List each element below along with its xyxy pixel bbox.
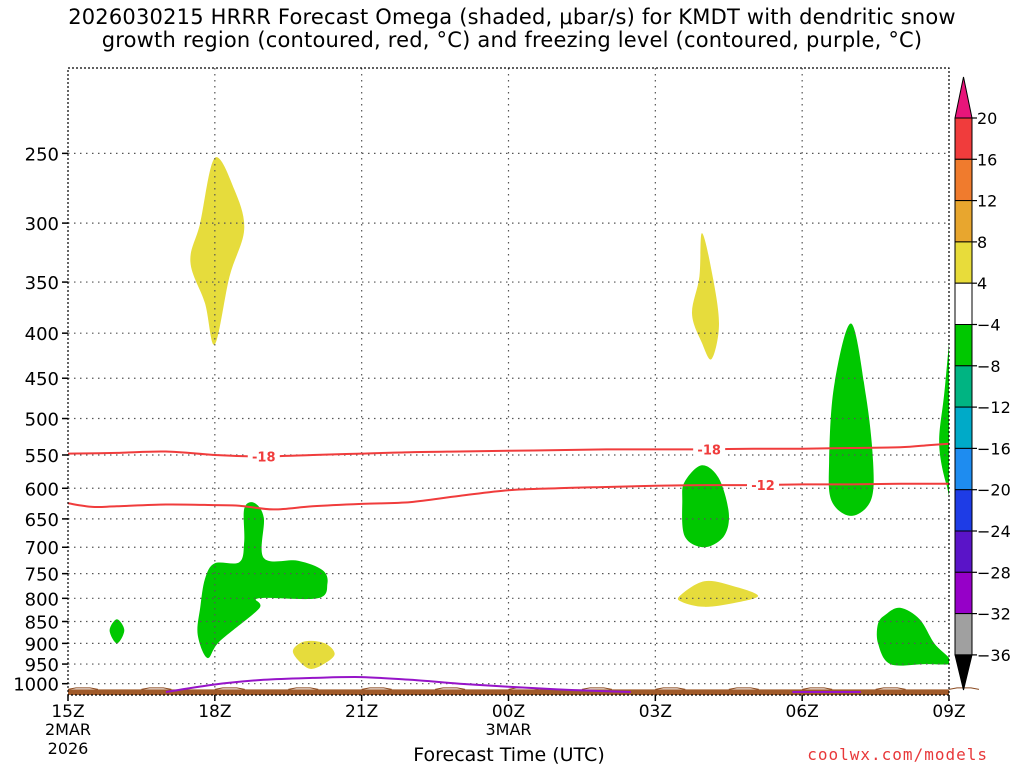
contour-label-bg-0-1 <box>693 441 726 458</box>
terrain-layer <box>67 687 980 695</box>
y-tick-label-500: 500 <box>25 410 59 431</box>
omega-region-8 <box>939 343 949 497</box>
x-tick-label-15Z: 15Z <box>51 702 84 722</box>
y-tick-label-650: 650 <box>25 510 59 531</box>
y-tick-label-300: 300 <box>25 214 59 235</box>
omega-region-0 <box>190 157 245 345</box>
colorbar-segment-8 <box>954 447 973 491</box>
omega-region-7 <box>828 323 874 516</box>
y-tick-label-800: 800 <box>25 589 59 610</box>
colorbar-segment-4 <box>954 282 973 326</box>
y-tick-label-700: 700 <box>25 538 59 559</box>
colorbar-segment-3 <box>954 241 973 284</box>
colorbar-label-8: −16 <box>977 439 1011 458</box>
colorbar-label-2: 12 <box>977 192 997 211</box>
x-tick-sublabel-2026: 2026 <box>48 739 89 758</box>
colorbar-label-0: 20 <box>977 109 997 128</box>
freezing-level-line-2 <box>165 676 631 693</box>
omega-shading-layer <box>109 157 949 669</box>
y-tick-label-250: 250 <box>25 144 59 165</box>
x-tick-label-03Z: 03Z <box>639 702 672 722</box>
x-axis-label: Forecast Time (UTC) <box>413 744 605 766</box>
colorbar-segment-12 <box>954 613 973 656</box>
colorbar-label-10: −24 <box>977 522 1011 541</box>
y-tick-label-850: 850 <box>25 613 59 634</box>
dgz-contour-line-0 <box>68 442 949 458</box>
colorbar-segment-9 <box>954 489 973 532</box>
colorbar-label-1: 16 <box>977 150 997 169</box>
contour-label-0-0: -18 <box>252 450 276 465</box>
chart-title: 2026030215 HRRR Forecast Omega (shaded, … <box>0 6 1024 52</box>
dgz-contour-line-1 <box>68 482 949 511</box>
title-line-2: growth region (contoured, red, °C) and f… <box>101 28 923 52</box>
x-tick-label-18Z: 18Z <box>198 702 231 722</box>
x-tick-label-21Z: 21Z <box>345 702 378 722</box>
colorbar: 20 16 12 8 4 −4 −8 −12 −16 −20 −24 −28 −32 −36 <box>954 76 1011 691</box>
contour-label-1-0: -12 <box>751 479 775 494</box>
colorbar-label-9: −20 <box>977 481 1011 500</box>
y-tick-label-950: 950 <box>25 655 59 676</box>
y-tick-label-900: 900 <box>25 634 59 655</box>
grid-layer <box>68 68 949 695</box>
axes-layer: 2503003504004505005506006507007508008509… <box>13 67 966 758</box>
colorbar-label-12: −32 <box>977 605 1011 624</box>
colorbar-label-4: 4 <box>977 274 987 293</box>
colorbar-label-5: −4 <box>977 316 1001 335</box>
omega-region-4 <box>197 502 328 659</box>
terrain-fill <box>68 689 949 695</box>
y-tick-label-450: 450 <box>25 369 59 390</box>
colorbar-segment-11 <box>954 571 973 615</box>
colorbar-segment-1 <box>954 158 973 202</box>
colorbar-label-6: −8 <box>977 357 1001 376</box>
colorbar-bottom-arrow <box>954 654 973 691</box>
x-tick-label-09Z: 09Z <box>932 702 965 722</box>
x-tick-label-06Z: 06Z <box>786 702 819 722</box>
colorbar-segment-10 <box>954 530 973 573</box>
colorbar-segment-5 <box>954 324 973 367</box>
colorbar-segment-6 <box>954 365 973 408</box>
colorbar-segment-7 <box>954 406 973 449</box>
y-tick-label-750: 750 <box>25 565 59 586</box>
colorbar-label-13: −36 <box>977 646 1011 665</box>
contour-label-0-1: -18 <box>697 443 721 458</box>
y-tick-label-550: 550 <box>25 446 59 467</box>
omega-region-9 <box>876 607 949 666</box>
omega-region-1 <box>691 233 719 360</box>
y-tick-label-600: 600 <box>25 479 59 500</box>
omega-region-5 <box>109 619 125 644</box>
contour-label-bg-0-0 <box>247 448 280 465</box>
colorbar-label-7: −12 <box>977 398 1011 417</box>
colorbar-label-3: 8 <box>977 233 987 252</box>
colorbar-segment-2 <box>954 200 973 243</box>
x-tick-sublabel-2MAR: 2MAR <box>45 720 91 739</box>
terrain-ridge <box>67 687 980 690</box>
site-credit: coolwx.com/models <box>807 745 988 764</box>
y-tick-label-400: 400 <box>25 324 59 345</box>
omega-region-3 <box>292 640 335 669</box>
x-tick-label-00Z: 00Z <box>492 702 525 722</box>
title-line-1: 2026030215 HRRR Forecast Omega (shaded, … <box>68 5 956 29</box>
y-tick-label-1000: 1000 <box>13 675 59 696</box>
colorbar-segment-0 <box>954 117 973 160</box>
omega-region-6 <box>682 465 729 548</box>
x-tick-sublabel-3MAR: 3MAR <box>485 720 531 739</box>
colorbar-top-arrow <box>954 76 973 119</box>
contour-layer: -18 -18 -12 <box>68 441 949 693</box>
omega-region-2 <box>677 580 759 607</box>
y-tick-label-350: 350 <box>25 273 59 294</box>
colorbar-label-11: −28 <box>977 563 1011 582</box>
contour-label-bg-1-0 <box>747 476 780 493</box>
